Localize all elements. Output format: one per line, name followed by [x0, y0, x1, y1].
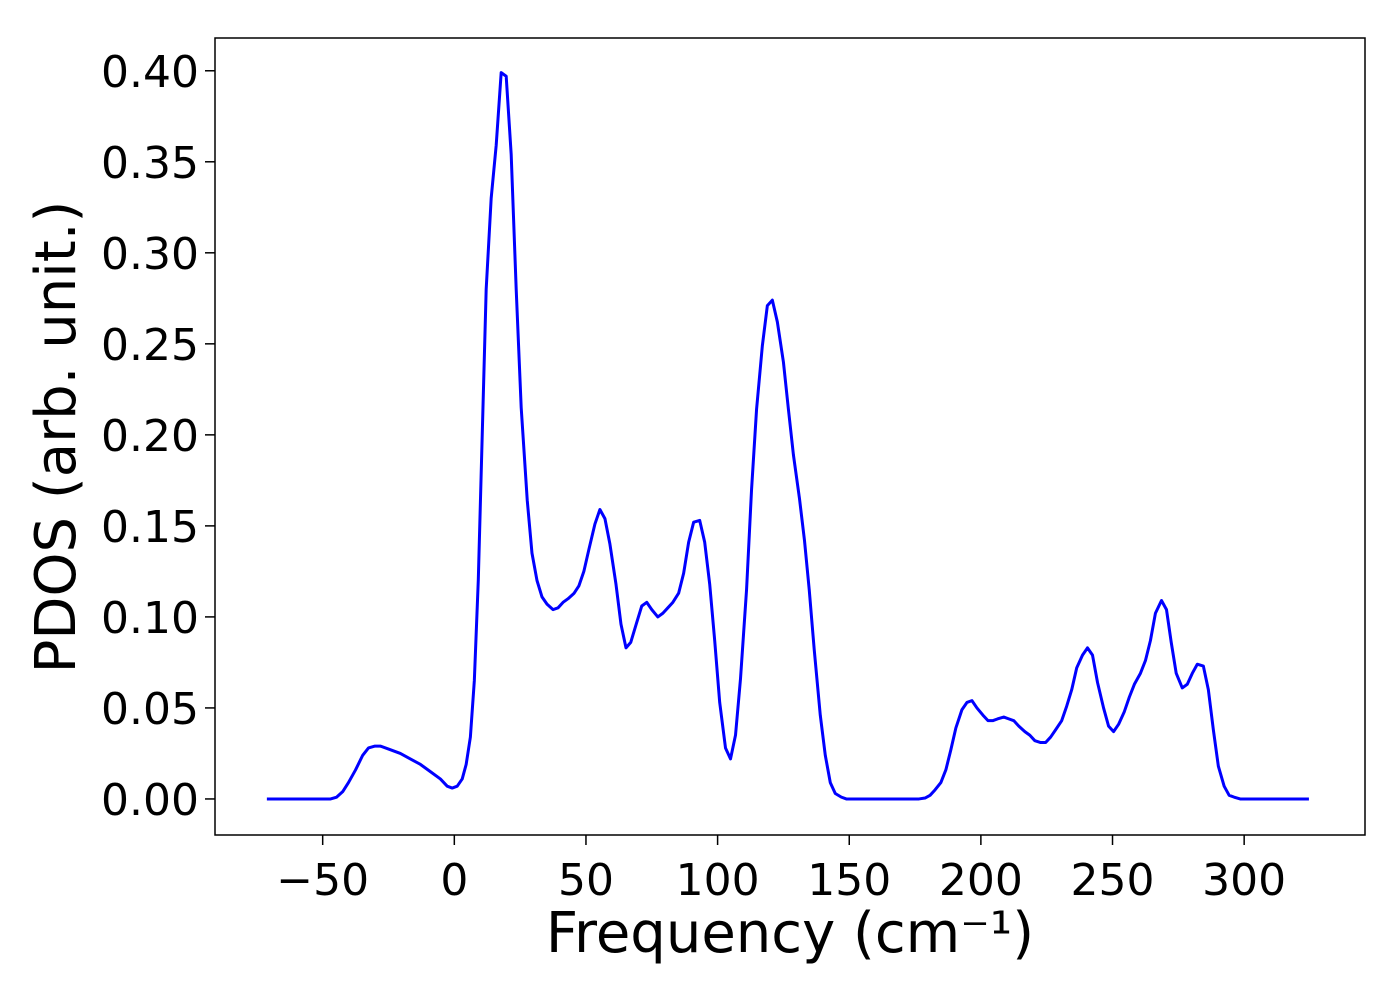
y-axis-label: PDOS (arb. unit.) — [24, 201, 89, 674]
y-tick-label: 0.05 — [101, 684, 199, 735]
x-tick-label: 100 — [676, 855, 760, 906]
y-tick-label: 0.00 — [101, 775, 199, 826]
y-tick-label: 0.10 — [101, 593, 199, 644]
y-tick-label: 0.20 — [101, 411, 199, 462]
x-tick-label: 0 — [440, 855, 468, 906]
x-tick-label: 250 — [1071, 855, 1155, 906]
plot-frame — [214, 37, 1366, 836]
y-tick-label: 0.40 — [101, 47, 199, 98]
x-tick-label: 150 — [807, 855, 891, 906]
x-tick-label: 300 — [1202, 855, 1286, 906]
x-axis-label: Frequency (cm⁻¹) — [546, 901, 1034, 966]
x-tick-label: 50 — [558, 855, 614, 906]
pdos-line — [266, 71, 1309, 801]
y-tick-label: 0.35 — [101, 138, 199, 189]
y-tick-label: 0.15 — [101, 502, 199, 553]
y-tick-label: 0.25 — [101, 320, 199, 371]
x-tick-label: −50 — [276, 855, 369, 906]
x-tick-label: 200 — [939, 855, 1023, 906]
y-tick-label: 0.30 — [101, 229, 199, 280]
